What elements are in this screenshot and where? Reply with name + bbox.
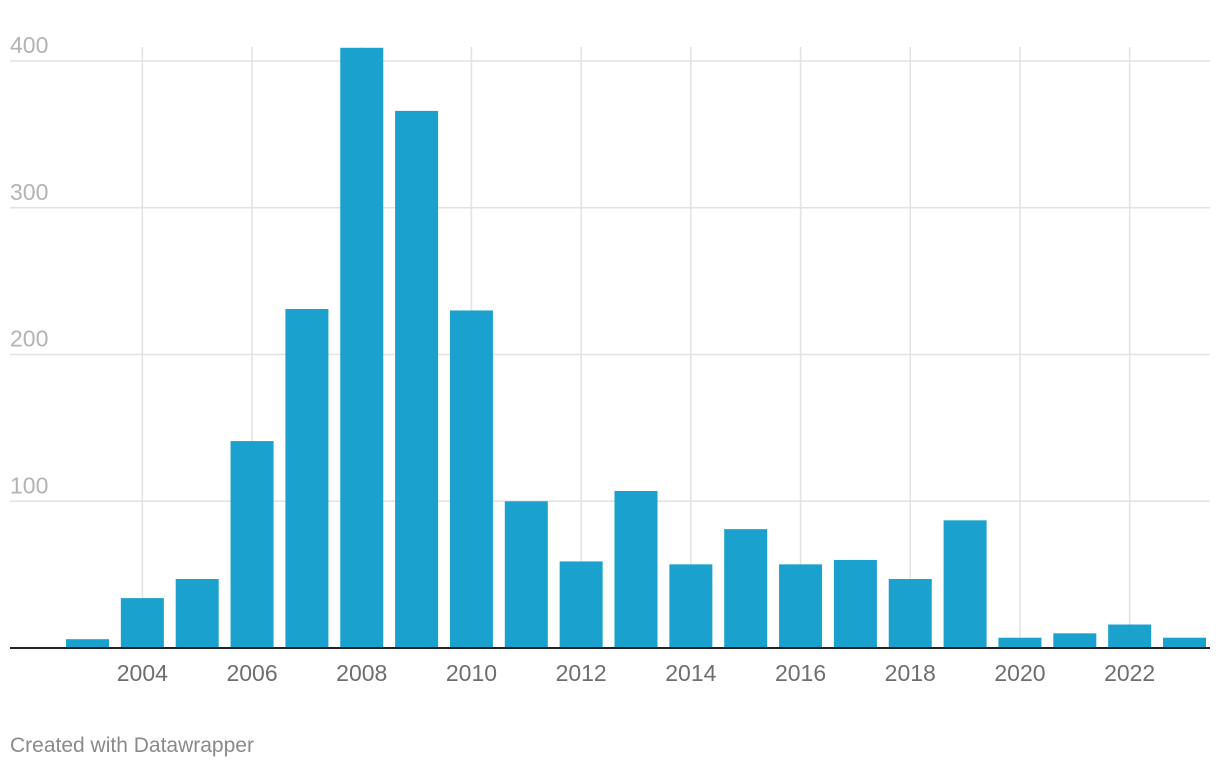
- bar-chart: 100 200 300 400 2004 2006 2008 2010 2012 2014 2016…: [10, 32, 1210, 686]
- bar-2008: [340, 47, 384, 649]
- bar-2017: [833, 559, 877, 648]
- bar-2019: [943, 520, 987, 648]
- bar-2012: [559, 561, 603, 648]
- x-tick-label: 2014: [665, 660, 716, 686]
- bar-2015: [724, 529, 768, 648]
- y-tick-label: 300: [10, 179, 48, 205]
- x-tick-label: 2010: [446, 660, 497, 686]
- bar-2021: [1053, 633, 1097, 648]
- x-tick-label: 2008: [336, 660, 387, 686]
- bar-2009: [395, 110, 439, 648]
- x-tick-label: 2006: [226, 660, 277, 686]
- y-tick-label: 200: [10, 326, 48, 352]
- y-tick-label: 100: [10, 472, 48, 498]
- bar-2018: [888, 579, 932, 648]
- bar-2022: [1108, 624, 1152, 648]
- bar-2013: [614, 490, 658, 648]
- axes: 100 200 300 400 2004 2006 2008 2010 2012 2014 2016…: [10, 32, 1210, 686]
- footer-credit: Created with Datawrapper: [10, 734, 254, 757]
- bar-2023: [1163, 637, 1206, 648]
- bar-2005: [175, 579, 219, 648]
- bars: [66, 47, 1206, 649]
- x-tick-label: 2018: [885, 660, 936, 686]
- y-tick-label: 400: [10, 32, 48, 58]
- gridlines: [10, 47, 1210, 648]
- bar-2007: [285, 309, 329, 648]
- bar-2011: [504, 501, 548, 648]
- bar-2004: [120, 598, 164, 648]
- x-tick-label: 2016: [775, 660, 826, 686]
- x-tick-label: 2022: [1104, 660, 1155, 686]
- x-tick-label: 2020: [994, 660, 1045, 686]
- bar-2006: [230, 441, 274, 648]
- bar-2003: [66, 639, 109, 648]
- bar-2020: [998, 637, 1042, 648]
- x-tick-label: 2004: [117, 660, 168, 686]
- bar-2010: [449, 310, 493, 648]
- bar-2016: [779, 564, 823, 648]
- x-tick-label: 2012: [556, 660, 607, 686]
- bar-2014: [669, 564, 713, 648]
